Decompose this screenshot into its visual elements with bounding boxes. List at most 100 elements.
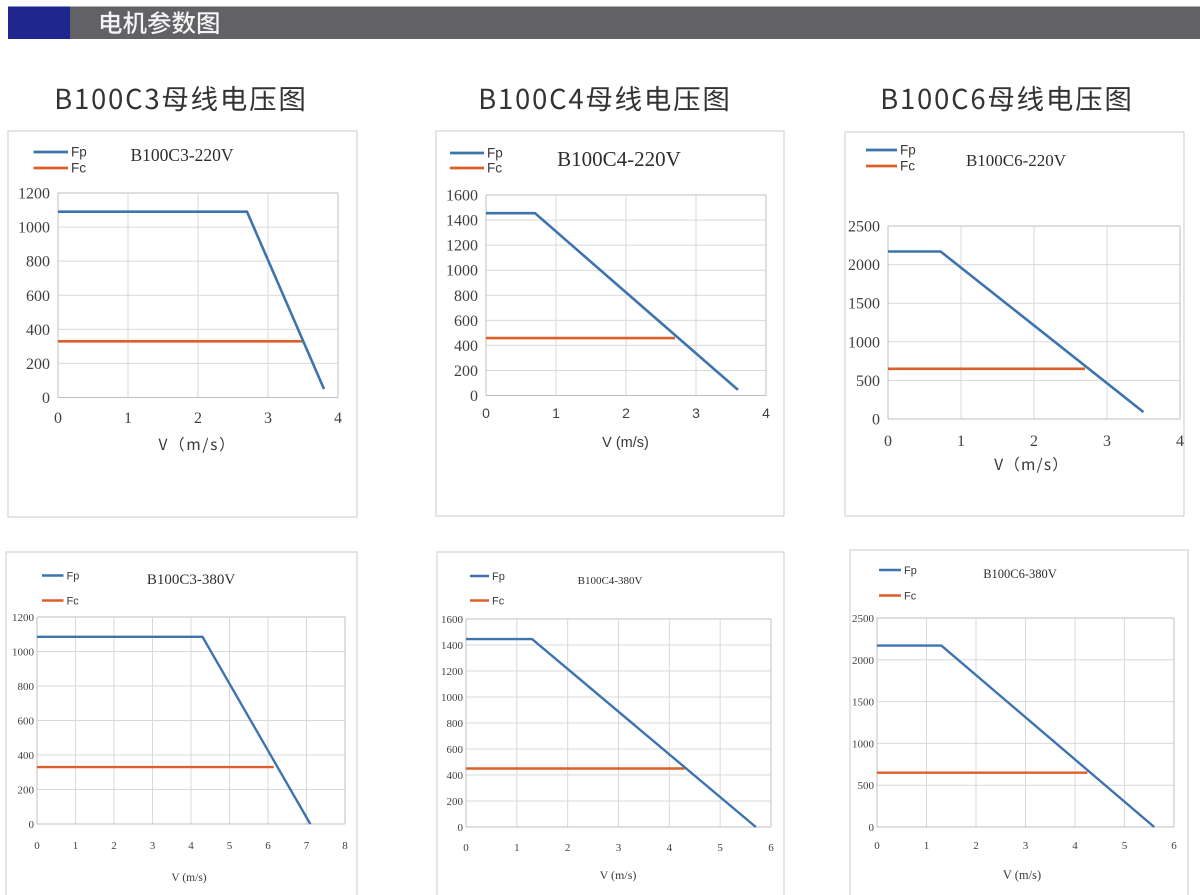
svg-text:600: 600 xyxy=(447,744,464,756)
svg-text:2500: 2500 xyxy=(852,613,875,625)
svg-text:0: 0 xyxy=(54,410,62,427)
svg-text:2: 2 xyxy=(622,405,630,421)
svg-text:5: 5 xyxy=(227,840,233,852)
svg-text:200: 200 xyxy=(447,796,464,808)
svg-text:1: 1 xyxy=(73,840,79,852)
svg-text:1000: 1000 xyxy=(446,263,478,280)
svg-text:0: 0 xyxy=(869,822,875,834)
svg-text:0: 0 xyxy=(29,819,35,831)
svg-text:400: 400 xyxy=(26,322,50,339)
svg-text:2: 2 xyxy=(1030,433,1038,450)
svg-text:3: 3 xyxy=(264,410,272,427)
svg-text:0: 0 xyxy=(470,388,478,405)
svg-text:B100C6-220V: B100C6-220V xyxy=(966,151,1067,170)
svg-text:0: 0 xyxy=(34,840,40,852)
svg-text:V (m/s): V (m/s) xyxy=(602,435,649,451)
svg-text:Fc: Fc xyxy=(67,595,80,607)
svg-text:6: 6 xyxy=(768,842,774,854)
svg-text:4: 4 xyxy=(188,840,194,852)
svg-text:B100C3-220V: B100C3-220V xyxy=(130,145,233,165)
svg-text:2: 2 xyxy=(973,840,979,852)
svg-text:800: 800 xyxy=(26,254,50,271)
svg-text:6: 6 xyxy=(265,840,271,852)
svg-text:Fp: Fp xyxy=(67,570,80,582)
svg-text:0: 0 xyxy=(482,405,490,421)
svg-text:1200: 1200 xyxy=(18,186,50,203)
svg-text:B100C3-380V: B100C3-380V xyxy=(147,572,236,588)
svg-text:Fc: Fc xyxy=(492,595,505,607)
svg-text:1500: 1500 xyxy=(848,296,880,313)
svg-text:1000: 1000 xyxy=(12,647,35,659)
svg-text:800: 800 xyxy=(447,718,464,730)
svg-text:0: 0 xyxy=(872,412,880,429)
svg-text:1000: 1000 xyxy=(18,220,50,237)
svg-text:Fp: Fp xyxy=(492,571,505,583)
svg-text:2000: 2000 xyxy=(852,655,875,667)
svg-text:1000: 1000 xyxy=(848,334,880,351)
svg-text:2500: 2500 xyxy=(848,219,880,236)
svg-text:0: 0 xyxy=(42,390,50,407)
svg-text:1500: 1500 xyxy=(852,697,875,709)
svg-text:Fc: Fc xyxy=(487,161,502,176)
svg-text:Fp: Fp xyxy=(900,143,916,158)
svg-text:B100C4-220V: B100C4-220V xyxy=(557,147,681,171)
svg-text:500: 500 xyxy=(856,373,880,390)
svg-text:2: 2 xyxy=(194,410,202,427)
svg-text:5: 5 xyxy=(717,842,723,854)
svg-text:1200: 1200 xyxy=(446,238,478,255)
svg-text:Fc: Fc xyxy=(904,590,917,602)
svg-text:1600: 1600 xyxy=(441,614,464,626)
svg-text:5: 5 xyxy=(1122,840,1128,852)
svg-text:1: 1 xyxy=(514,842,520,854)
svg-text:V (m/s): V (m/s) xyxy=(1003,868,1041,882)
svg-text:0: 0 xyxy=(458,822,464,834)
svg-text:4: 4 xyxy=(762,405,770,421)
svg-text:800: 800 xyxy=(18,681,35,693)
svg-text:V (m/s): V (m/s) xyxy=(171,872,206,884)
svg-text:3: 3 xyxy=(150,840,156,852)
svg-text:4: 4 xyxy=(1176,433,1184,450)
svg-text:1400: 1400 xyxy=(441,640,464,652)
svg-text:600: 600 xyxy=(454,313,478,330)
svg-text:8: 8 xyxy=(342,840,348,852)
svg-text:2: 2 xyxy=(111,840,117,852)
svg-text:7: 7 xyxy=(304,840,310,852)
svg-text:0: 0 xyxy=(874,840,880,852)
svg-text:2: 2 xyxy=(565,842,571,854)
svg-text:1: 1 xyxy=(124,410,132,427)
svg-text:200: 200 xyxy=(18,785,35,797)
svg-text:400: 400 xyxy=(454,338,478,355)
svg-text:800: 800 xyxy=(454,288,478,305)
svg-text:600: 600 xyxy=(18,716,35,728)
svg-text:200: 200 xyxy=(26,356,50,373)
svg-text:0: 0 xyxy=(884,433,892,450)
svg-text:V (m/s): V (m/s) xyxy=(600,868,637,882)
svg-text:Fc: Fc xyxy=(71,161,86,176)
svg-text:4: 4 xyxy=(1072,840,1078,852)
svg-text:6: 6 xyxy=(1171,840,1177,852)
svg-text:Fp: Fp xyxy=(487,146,503,161)
svg-text:500: 500 xyxy=(858,780,875,792)
svg-text:1400: 1400 xyxy=(446,213,478,230)
svg-text:1200: 1200 xyxy=(12,612,35,624)
svg-text:1200: 1200 xyxy=(441,666,464,678)
svg-text:3: 3 xyxy=(1103,433,1111,450)
svg-text:1600: 1600 xyxy=(446,188,478,205)
svg-text:400: 400 xyxy=(18,750,35,762)
svg-text:B100C4-380V: B100C4-380V xyxy=(578,575,643,587)
svg-text:2000: 2000 xyxy=(848,257,880,274)
svg-text:3: 3 xyxy=(1023,840,1029,852)
svg-text:1: 1 xyxy=(924,840,930,852)
svg-text:400: 400 xyxy=(447,770,464,782)
svg-text:4: 4 xyxy=(667,842,673,854)
svg-text:Fp: Fp xyxy=(904,565,917,577)
svg-text:Fc: Fc xyxy=(900,159,915,174)
svg-text:200: 200 xyxy=(454,363,478,380)
svg-text:1000: 1000 xyxy=(852,738,875,750)
svg-text:1: 1 xyxy=(552,405,560,421)
svg-text:4: 4 xyxy=(334,410,342,427)
svg-text:1000: 1000 xyxy=(441,692,464,704)
svg-text:1: 1 xyxy=(957,433,965,450)
svg-text:B100C6-380V: B100C6-380V xyxy=(983,567,1057,581)
svg-text:3: 3 xyxy=(692,405,700,421)
